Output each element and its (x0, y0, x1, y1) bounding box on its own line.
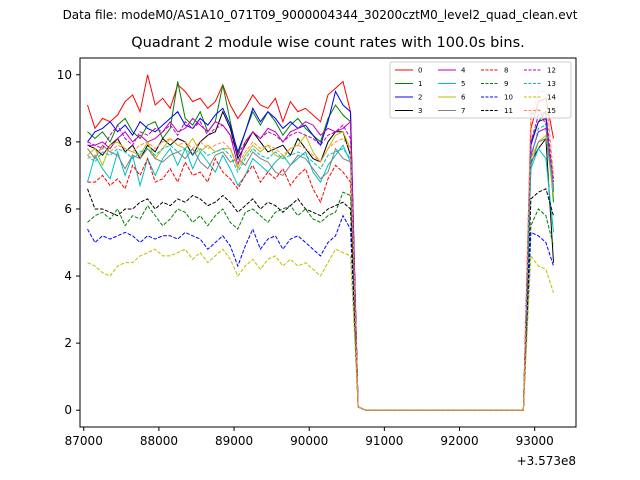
legend-label: 15 (547, 107, 556, 115)
x-tick-label: 92000 (440, 434, 478, 448)
series-line-9 (87, 191, 554, 411)
x-offset-label: +3.573e8 (517, 454, 576, 468)
legend-label: 8 (504, 67, 508, 75)
legend-label: 5 (461, 80, 465, 88)
y-tick-label: 2 (64, 336, 72, 350)
legend-label: 10 (504, 94, 513, 102)
series-line-15 (87, 91, 554, 411)
x-tick-label: 93000 (516, 434, 554, 448)
series-line-0 (87, 74, 554, 411)
legend-label: 9 (504, 80, 508, 88)
legend-frame (389, 61, 572, 119)
legend-label: 2 (418, 94, 422, 102)
series-line-1 (87, 81, 554, 411)
series-layer (87, 74, 554, 411)
series-line-2 (87, 90, 554, 411)
legend-label: 6 (461, 94, 466, 102)
legend-label: 12 (547, 67, 556, 75)
x-tick-label: 89000 (215, 434, 253, 448)
x-axis: 87000 88000 89000 90000 91000 92000 93000 (65, 427, 554, 448)
plot-frame (79, 57, 577, 428)
series-line-14 (87, 248, 554, 411)
series-line-10 (87, 214, 554, 411)
y-tick-label: 0 (64, 403, 72, 417)
y-axis: 0 2 4 6 8 10 (57, 68, 80, 417)
chart-title: Quadrant 2 module wise count rates with … (131, 35, 525, 51)
x-tick-label: 87000 (65, 434, 103, 448)
series-line-5 (87, 144, 554, 411)
figure-suptitle: Data file: modeM0/AS1A10_071T09_90000043… (62, 8, 578, 22)
y-tick-label: 4 (64, 269, 72, 283)
legend-label: 14 (547, 94, 556, 102)
x-tick-label: 88000 (140, 434, 178, 448)
y-tick-label: 6 (64, 202, 72, 216)
legend-label: 4 (461, 67, 466, 75)
legend-label: 11 (504, 107, 513, 115)
legend-label: 0 (418, 67, 422, 75)
y-tick-label: 8 (64, 135, 72, 149)
legend-label: 3 (418, 107, 422, 115)
legend-label: 13 (547, 80, 556, 88)
legend-label: 7 (461, 107, 465, 115)
x-tick-label: 90000 (290, 434, 328, 448)
y-tick-label: 10 (57, 68, 72, 82)
series-line-7 (87, 137, 554, 411)
legend-label: 1 (418, 80, 422, 88)
series-line-6 (87, 131, 554, 411)
x-tick-label: 91000 (365, 434, 403, 448)
series-line-13 (87, 124, 554, 411)
